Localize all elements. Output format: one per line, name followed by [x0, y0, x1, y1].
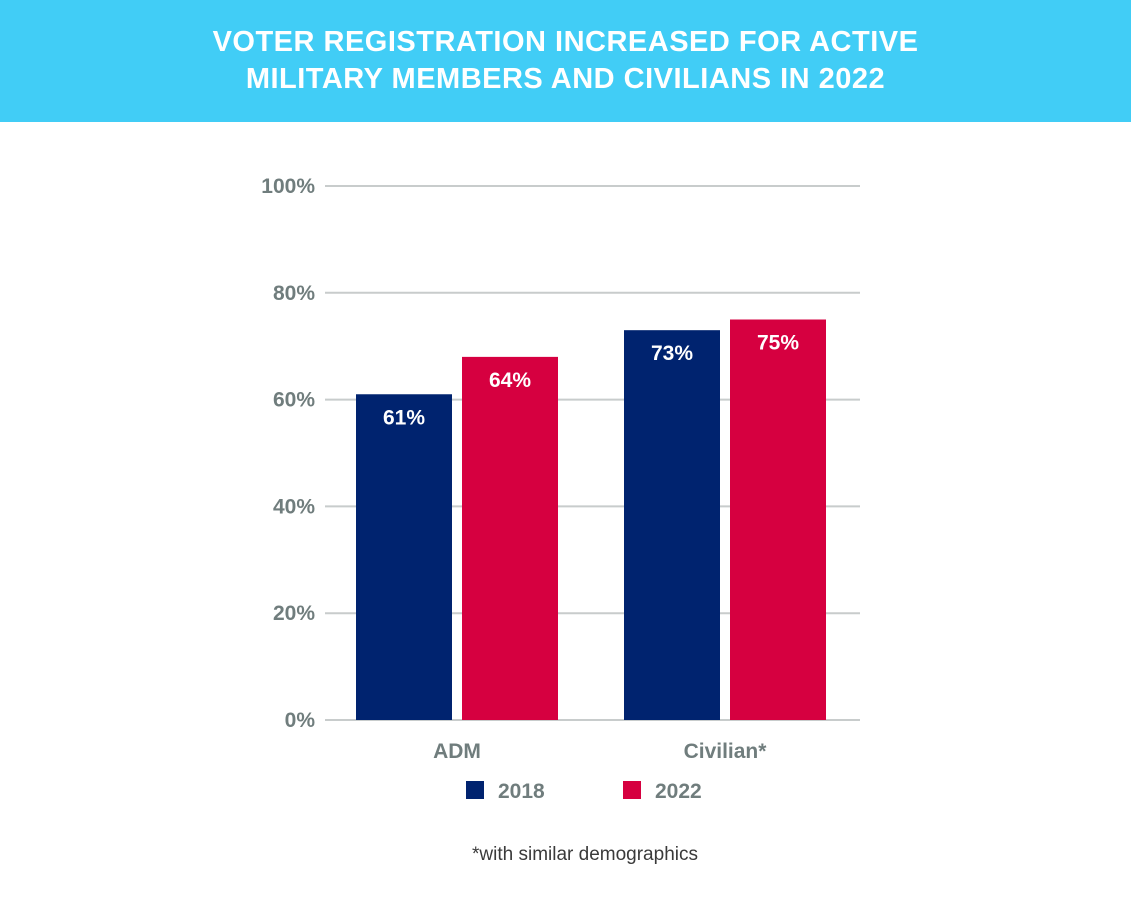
bar-civilian-2018 — [624, 330, 720, 720]
legend-item-2022: 2022 — [623, 780, 702, 803]
y-tick-label: 40% — [273, 495, 315, 518]
legend-label: 2022 — [655, 780, 702, 803]
bar-chart: 0% 20% 40% 60% 80% 100% 61% 64% 73% 75% ADM Civil… — [261, 175, 860, 803]
legend: 2018 2022 — [466, 780, 702, 803]
legend-item-2018: 2018 — [466, 780, 545, 803]
y-tick-label: 20% — [273, 602, 315, 625]
legend-swatch — [466, 781, 484, 799]
title-banner: VOTER REGISTRATION INCREASED FOR ACTIVE … — [0, 0, 1131, 122]
y-tick-label: 0% — [285, 709, 316, 732]
x-category-label: ADM — [433, 740, 481, 763]
y-tick-label: 60% — [273, 389, 315, 412]
bar-adm-2022 — [462, 356, 558, 720]
data-label: 73% — [651, 342, 693, 365]
bar-civilian-2022 — [730, 319, 826, 720]
footnote: *with similar demographics — [472, 844, 698, 865]
data-label: 61% — [383, 406, 425, 429]
data-labels: 61% 64% 73% 75% — [383, 332, 799, 430]
x-axis-categories: ADM Civilian* — [433, 740, 767, 763]
data-label: 75% — [757, 332, 799, 355]
data-label: 64% — [489, 369, 531, 392]
y-tick-label: 80% — [273, 282, 315, 305]
y-axis-ticks: 0% 20% 40% 60% 80% 100% — [261, 175, 315, 732]
bars — [356, 319, 826, 720]
chart-title: VOTER REGISTRATION INCREASED FOR ACTIVE … — [212, 26, 919, 95]
x-category-label: Civilian* — [684, 740, 768, 763]
legend-swatch — [623, 781, 641, 799]
legend-label: 2018 — [498, 780, 545, 803]
bar-adm-2018 — [356, 394, 452, 720]
y-tick-label: 100% — [261, 175, 315, 198]
